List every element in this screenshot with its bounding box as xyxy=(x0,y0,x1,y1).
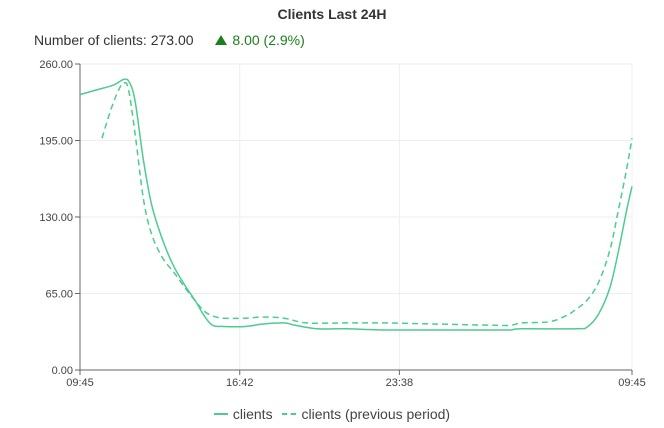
y-tick-label: 0.00 xyxy=(52,365,73,377)
dashed-line-icon xyxy=(282,413,297,415)
legend-label-clients: clients xyxy=(232,406,273,422)
legend-item-clients[interactable]: clients xyxy=(213,406,273,422)
line-chart: 0.00 65.00 130.00 195.00 260.00 09:45 16:42 23:… xyxy=(39,59,645,389)
legend-item-previous-period[interactable]: clients (previous period) xyxy=(282,406,450,422)
tick-labels: 0.00 65.00 130.00 195.00 260.00 09:45 16:42 23:… xyxy=(39,59,645,389)
series-line-clients[interactable] xyxy=(79,78,633,331)
y-tick-label: 130.00 xyxy=(39,212,73,224)
x-tick-label: 16:42 xyxy=(226,377,254,389)
y-tick-label: 260.00 xyxy=(39,59,73,71)
solid-line-icon xyxy=(213,413,228,415)
legend: clients clients (previous period) xyxy=(0,402,664,422)
y-tick-label: 195.00 xyxy=(39,136,73,148)
triangle-up-icon xyxy=(215,35,228,45)
axes xyxy=(75,63,633,375)
summary-row: Number of clients: 273.00 8.00 (2.9%) xyxy=(34,32,305,48)
series-layer xyxy=(79,78,633,331)
chart-title: Clients Last 24H xyxy=(277,6,387,22)
legend-label-previous-period: clients (previous period) xyxy=(301,406,451,422)
x-tick-label: 09:45 xyxy=(618,377,646,389)
delta-value: 8.00 (2.9%) xyxy=(232,32,305,48)
x-tick-label: 09:45 xyxy=(66,377,94,389)
x-tick-label: 23:38 xyxy=(386,377,414,389)
y-tick-label: 65.00 xyxy=(45,289,73,301)
grid xyxy=(79,63,633,371)
delta-indicator: 8.00 (2.9%) xyxy=(215,32,305,48)
summary-label: Number of clients: 273.00 xyxy=(34,32,194,48)
series-line-previous-period[interactable] xyxy=(101,81,633,327)
